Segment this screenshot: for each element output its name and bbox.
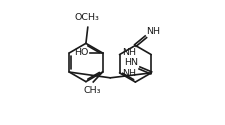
Text: CH₃: CH₃: [84, 86, 101, 95]
Text: NH: NH: [123, 48, 137, 57]
Text: HN: HN: [124, 58, 138, 67]
Text: OCH₃: OCH₃: [75, 13, 100, 22]
Text: NH: NH: [146, 27, 160, 36]
Text: HO: HO: [74, 48, 88, 57]
Text: NH: NH: [122, 69, 136, 78]
